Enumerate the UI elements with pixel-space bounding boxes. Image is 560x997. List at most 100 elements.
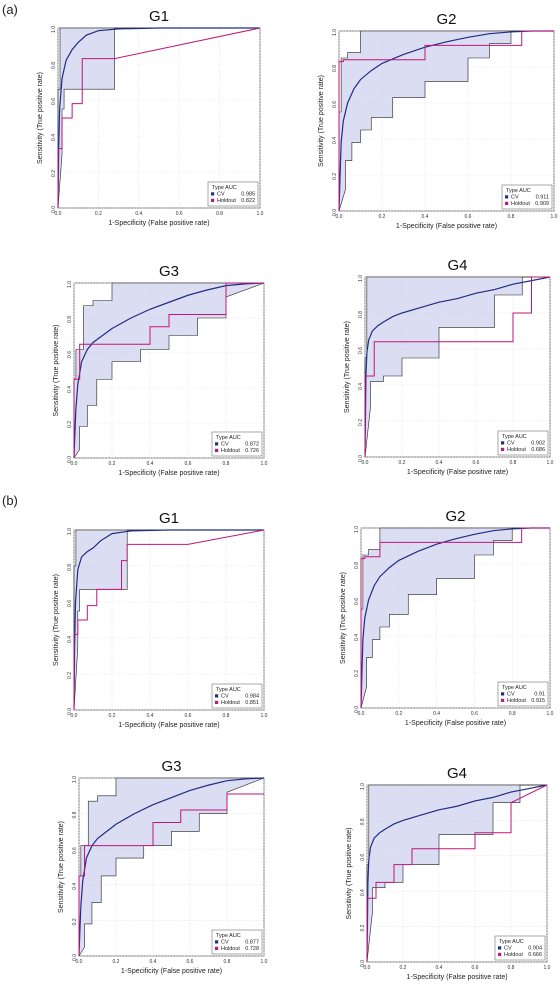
legend-series-name: CV xyxy=(221,940,229,946)
legend-series-name: CV xyxy=(221,442,229,448)
x-tick-label: 0.0 xyxy=(364,965,371,971)
roc-chart-7: 0.00.0 0.2 0.2 0.4 0.4 0.6 0.6 0.8 0.8 1.0 1.0 G3 1-… xyxy=(58,758,268,975)
legend-box xyxy=(211,929,263,955)
legend-series-name: Holdout xyxy=(221,700,240,706)
legend-box xyxy=(497,681,549,707)
legend-box xyxy=(501,184,553,210)
legend-swatch xyxy=(498,946,502,950)
legend-swatch xyxy=(215,946,219,950)
legend-series-name: Holdout xyxy=(221,946,240,952)
y-tick-label: 0.4 xyxy=(51,134,57,141)
y-tick-label: 0.4 xyxy=(67,386,73,393)
panel-label-a: (a) xyxy=(2,2,18,17)
x-tick-label: 0.0 xyxy=(358,711,365,717)
y-tick-label: 0.2 xyxy=(360,924,366,931)
y-tick-label: 0.8 xyxy=(67,564,73,571)
legend-swatch xyxy=(505,195,509,199)
cv-roc-line xyxy=(78,777,265,957)
x-tick-label: 0.2 xyxy=(400,965,407,971)
legend-series-name: CV xyxy=(504,946,512,952)
band-lower-edge xyxy=(360,527,550,709)
legend-auc-value: 0.872 xyxy=(245,442,259,448)
legend-swatch xyxy=(501,447,505,451)
confidence-band xyxy=(58,28,260,208)
chart-title: G2 xyxy=(436,11,456,28)
panel-label-b: (b) xyxy=(2,493,18,508)
chart-title: G2 xyxy=(445,508,465,525)
y-tick-label: 0.2 xyxy=(332,173,338,180)
x-axis-label: 1-Specificity (False positive rate) xyxy=(118,470,219,477)
x-tick-label: 0.8 xyxy=(223,713,230,719)
legend-box xyxy=(211,431,263,457)
legend-series-name: CV xyxy=(507,692,515,698)
band-lower-edge xyxy=(73,529,264,711)
legend-box xyxy=(211,683,263,709)
band-lower-edge xyxy=(364,276,550,458)
band-upper-edge xyxy=(360,527,550,708)
legend-swatch xyxy=(215,448,219,452)
y-tick-label: 0.0 xyxy=(354,706,360,713)
legend-series-name: Holdout xyxy=(511,201,530,207)
legend-auc-value: 0.984 xyxy=(245,694,259,700)
y-tick-label: 0.2 xyxy=(358,419,364,426)
legend-auc-value: 0.915 xyxy=(531,698,545,704)
holdout-roc-line xyxy=(57,27,261,208)
legend-series-name: Holdout xyxy=(507,698,526,704)
holdout-roc-line xyxy=(78,793,264,956)
legend-series-name: CV xyxy=(511,195,519,201)
cv-roc-line xyxy=(364,276,551,458)
y-tick-label: 0.0 xyxy=(67,708,73,715)
legend-box xyxy=(494,935,546,961)
x-tick-label: 0.8 xyxy=(224,959,231,965)
y-axis-label: Sensitivity (True positive rate) xyxy=(346,828,353,920)
x-tick-label: 0.0 xyxy=(362,460,369,466)
y-tick-label: 1.0 xyxy=(360,783,366,790)
x-tick-label: 0.6 xyxy=(473,460,480,466)
cv-roc-line xyxy=(73,529,264,711)
legend-series-name: CV xyxy=(507,441,515,447)
legend-header: Type AUC xyxy=(506,188,531,194)
cv-roc-line xyxy=(57,27,260,209)
x-tick-label: 0.2 xyxy=(109,713,116,719)
legend-swatch xyxy=(501,692,505,696)
x-axis-label: 1-Specificity (False positive rate) xyxy=(121,968,222,975)
chart-title: G1 xyxy=(149,8,169,25)
x-axis-label: 1-Specificity (False positive rate) xyxy=(396,223,497,230)
y-axis-label: Sensitivity (True positive rate) xyxy=(58,821,65,913)
y-tick-label: 0.6 xyxy=(67,351,73,358)
x-tick-label: 0.0 xyxy=(336,214,343,220)
x-axis-label: 1-Specificity (False positive rate) xyxy=(406,974,507,981)
y-tick-label: 0.8 xyxy=(360,818,366,825)
legend-swatch xyxy=(215,700,219,704)
band-lower-edge xyxy=(73,282,265,459)
y-tick-label: 0.6 xyxy=(72,847,78,854)
x-tick-label: 0.6 xyxy=(187,959,194,965)
y-tick-label: 0.0 xyxy=(67,456,73,463)
legend-header: Type AUC xyxy=(502,685,527,691)
legend-swatch xyxy=(501,441,505,445)
legend-header: Type AUC xyxy=(499,939,524,945)
roc-chart-6: 0.00.0 0.2 0.2 0.4 0.4 0.6 0.6 0.8 0.8 1.0 1.0 G2 1-… xyxy=(340,508,554,727)
legend-auc-value: 0.726 xyxy=(245,448,259,454)
y-tick-label: 0.2 xyxy=(67,421,73,428)
y-tick-label: 0.6 xyxy=(51,98,57,105)
x-tick-label: 1.0 xyxy=(547,711,554,717)
legend-auc-value: 0.822 xyxy=(241,198,255,204)
y-tick-label: 0.0 xyxy=(360,960,366,967)
x-tick-label: 0.4 xyxy=(433,711,440,717)
legend-swatch xyxy=(215,694,219,698)
legend-swatch xyxy=(505,201,509,205)
x-tick-label: 1.0 xyxy=(261,461,268,467)
y-tick-label: 0.4 xyxy=(354,634,360,641)
x-tick-label: 1.0 xyxy=(257,211,264,217)
legend-swatch xyxy=(498,952,502,956)
legend-auc-value: 0.902 xyxy=(531,441,545,447)
legend-header: Type AUC xyxy=(216,435,241,441)
y-axis-label: Sensitivity (True positive rate) xyxy=(53,325,60,417)
legend-header: Type AUC xyxy=(216,933,241,939)
y-tick-label: 0.8 xyxy=(354,562,360,569)
x-tick-label: 0.6 xyxy=(465,214,472,220)
y-tick-label: 0.0 xyxy=(51,206,57,213)
x-tick-label: 0.6 xyxy=(471,711,478,717)
